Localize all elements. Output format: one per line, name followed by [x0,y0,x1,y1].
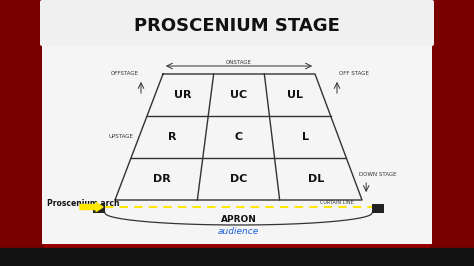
Text: UPSTAGE: UPSTAGE [108,135,133,139]
Polygon shape [0,0,55,266]
Polygon shape [419,0,474,266]
Polygon shape [0,248,474,266]
FancyArrow shape [80,202,103,211]
Text: UC: UC [230,90,247,100]
Text: R: R [168,132,176,142]
Text: DR: DR [153,174,170,184]
Text: DOWN STAGE: DOWN STAGE [359,172,397,177]
Text: OFFSTAGE: OFFSTAGE [111,71,139,76]
Text: audience: audience [218,227,259,235]
Text: CURTAIN LINE: CURTAIN LINE [320,200,354,205]
Bar [372,204,384,213]
Text: APRON: APRON [220,215,256,225]
Text: PROSCENIUM STAGE: PROSCENIUM STAGE [134,17,340,35]
Text: C: C [235,132,243,142]
Text: DL: DL [308,174,324,184]
Text: DC: DC [230,174,247,184]
Text: Proscenium arch: Proscenium arch [47,200,119,209]
Text: ONSTAGE: ONSTAGE [226,60,252,65]
Text: OFF STAGE: OFF STAGE [339,71,369,76]
FancyBboxPatch shape [40,0,434,46]
Text: UL: UL [287,90,303,100]
Bar [42,46,432,244]
Text: UR: UR [174,90,191,100]
Text: L: L [302,132,309,142]
Bar [93,204,105,213]
